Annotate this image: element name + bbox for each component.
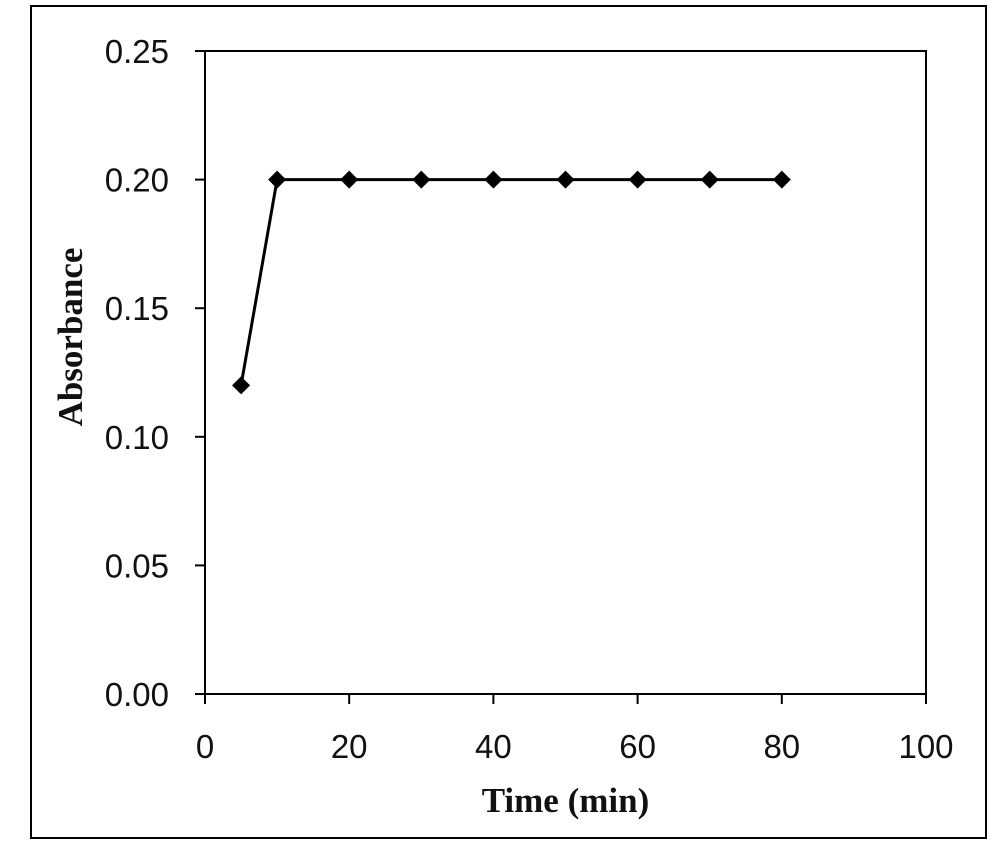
data-point-diamond — [628, 170, 647, 189]
y-tick-label: 0.05 — [105, 547, 169, 584]
data-point-diamond — [268, 170, 287, 189]
y-tick-label: 0.00 — [105, 676, 169, 713]
x-axis-ticks: 0 20 40 60 80 100 — [196, 694, 954, 765]
chart-frame — [30, 5, 987, 839]
data-point-diamond — [700, 170, 719, 189]
x-tick-label: 80 — [763, 728, 800, 765]
x-tick-label: 0 — [196, 728, 214, 765]
data-point-diamond — [556, 170, 575, 189]
data-point-diamond — [412, 170, 431, 189]
y-tick-label: 0.20 — [105, 162, 169, 199]
y-tick-label: 0.15 — [105, 290, 169, 327]
x-tick-label: 60 — [619, 728, 656, 765]
series-line — [239, 178, 782, 386]
y-tick-label: 0.25 — [105, 33, 169, 70]
plot-area — [204, 50, 927, 695]
data-point-diamond — [340, 170, 359, 189]
data-point-diamond — [484, 170, 503, 189]
series-layer — [232, 170, 791, 395]
x-axis-title: Time (min) — [482, 781, 650, 820]
y-tick-label: 0.10 — [105, 419, 169, 456]
data-point-diamond — [772, 170, 791, 189]
x-tick-label: 40 — [475, 728, 512, 765]
x-tick-label: 100 — [898, 728, 953, 765]
data-point-diamond — [232, 376, 251, 395]
y-axis-title: Absorbance — [51, 248, 90, 427]
y-axis-ticks: 0.00 0.05 0.10 0.15 0.20 0.25 — [105, 33, 205, 713]
x-tick-label: 20 — [331, 728, 368, 765]
